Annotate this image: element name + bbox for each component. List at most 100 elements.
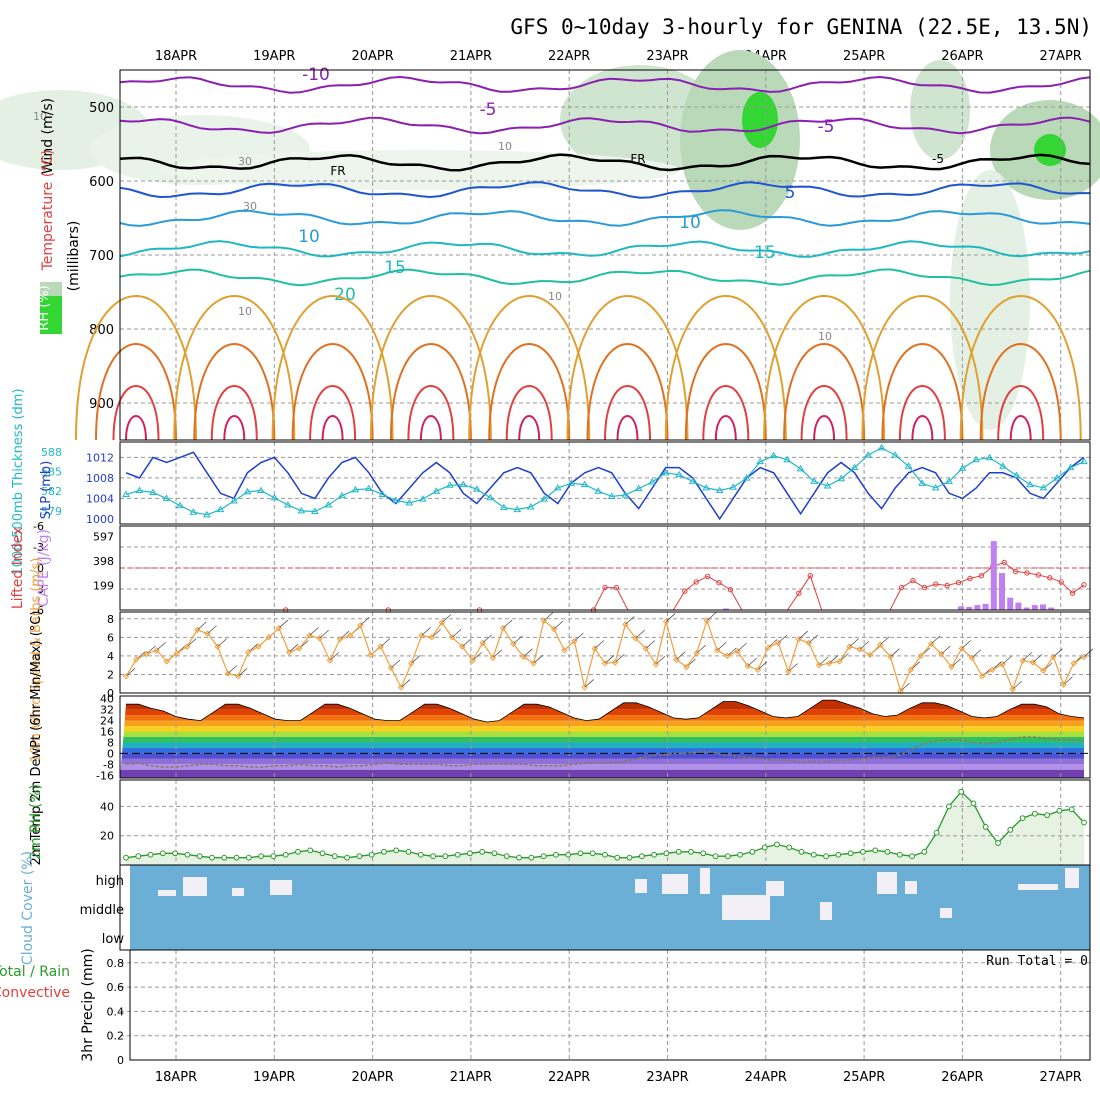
cape-bar	[1031, 605, 1038, 610]
panel-frame	[129, 949, 1091, 1061]
rh-point	[258, 853, 265, 860]
warm-contour	[321, 415, 344, 441]
wind-point	[795, 635, 802, 643]
wind-barb	[808, 634, 819, 644]
rh-point	[172, 850, 179, 857]
wind-barb	[614, 654, 625, 663]
wind-barb	[706, 612, 717, 621]
wind-barb	[778, 634, 788, 644]
wind-point	[938, 650, 945, 658]
wind-point	[296, 645, 303, 652]
rh-point	[565, 851, 572, 858]
wind-barb	[156, 642, 166, 651]
rh-legend-swatch-light	[40, 282, 62, 296]
rh-point	[1044, 812, 1051, 819]
rh-point	[970, 800, 977, 807]
temp-tick: 16	[100, 726, 114, 739]
cloud-gap	[1018, 884, 1058, 890]
wind-barb	[513, 635, 523, 645]
li-point	[1069, 590, 1076, 596]
li-point	[978, 573, 985, 579]
rh-point	[270, 853, 277, 860]
cape-bar	[999, 573, 1005, 610]
date-label-bottom: 27APR	[1040, 1070, 1082, 1085]
bottom-date-axis: 18APR 19APR 20APR 21APR 22APR 23APR 24APR 25APR…	[155, 1070, 1082, 1085]
pressure-tick: 900	[89, 397, 114, 412]
li-tick: 3	[37, 583, 44, 596]
rh-point	[356, 853, 363, 860]
li-ylabel-left: Lifted Index	[10, 527, 26, 609]
isotherm-label: -5	[480, 100, 497, 120]
wind-barb	[400, 679, 411, 688]
thickness-point	[257, 486, 265, 494]
cloud-gap	[766, 881, 784, 896]
pressure-tick: 500	[89, 101, 114, 116]
upper-ylabel-wind: Wind (m/s)	[40, 98, 56, 174]
warm-contour	[112, 385, 160, 441]
panel-frame	[119, 611, 1091, 694]
temp-band	[120, 715, 1084, 721]
wind-barb	[625, 616, 635, 625]
precip-tick: 0.2	[107, 1030, 125, 1043]
warm-contour	[911, 415, 934, 441]
rh-point	[233, 854, 240, 861]
wind-barb	[288, 643, 299, 653]
isotherm	[119, 116, 1091, 135]
rh-tick: 40	[100, 800, 114, 813]
slp-tick: 1012	[86, 451, 114, 464]
cape-bar	[1015, 602, 1022, 610]
date-label-top: 22APR	[548, 49, 590, 64]
date-label-bottom: 19APR	[253, 1070, 295, 1085]
wind-barb	[339, 630, 350, 640]
rh-shading	[560, 65, 720, 175]
wind-point	[673, 656, 680, 663]
thickness-tick: 579	[41, 505, 62, 518]
wind-point	[591, 645, 599, 652]
wind-barb	[523, 648, 533, 658]
rh-point	[1019, 815, 1026, 822]
thickness-point	[985, 453, 994, 461]
wind-barb	[696, 644, 706, 654]
dewpt-line	[125, 736, 1085, 768]
warm-contour	[664, 295, 787, 441]
warm-contour	[223, 415, 246, 441]
wind-barb	[1063, 676, 1073, 685]
date-label-top: 23APR	[646, 49, 688, 64]
wind-point	[1060, 681, 1067, 688]
wind-tick: 6	[107, 631, 114, 644]
rh-ylabel: 2m RH (%)	[28, 784, 44, 860]
wind-point	[1009, 686, 1016, 693]
warm-contour	[813, 415, 836, 441]
cloud-gap	[662, 874, 688, 894]
wind-barb	[757, 661, 768, 671]
li-point	[716, 580, 722, 586]
cape-bar	[723, 608, 729, 610]
warm-contour	[419, 415, 442, 441]
cape-bar	[974, 605, 981, 610]
cloud-gap	[1065, 868, 1079, 888]
wind-barb	[716, 642, 727, 651]
warm-contour	[193, 343, 276, 441]
li-tick: -3	[33, 541, 44, 554]
thickness-point	[661, 468, 670, 476]
cape-bar	[1040, 604, 1046, 610]
li-point	[682, 588, 688, 594]
warm-contour	[488, 343, 571, 441]
warm-contour	[763, 295, 886, 441]
slp-tick: 1008	[86, 472, 114, 485]
cape-tick: 398	[93, 555, 114, 568]
wind-point	[469, 657, 476, 664]
rh-point	[860, 848, 866, 855]
precip-ylabel-conv: Convective	[0, 985, 70, 1001]
warm-contour	[616, 415, 639, 441]
li-point	[967, 575, 973, 582]
slp-tick: 1000	[86, 513, 114, 526]
wind-barb	[1083, 648, 1094, 658]
rh-point	[516, 854, 522, 861]
wind-barb	[451, 629, 462, 638]
rh-shading	[160, 150, 680, 190]
wind-point	[357, 622, 364, 629]
cape-tick: 597	[93, 531, 114, 544]
warm-contour	[1009, 415, 1032, 441]
wind-barb	[472, 652, 482, 661]
